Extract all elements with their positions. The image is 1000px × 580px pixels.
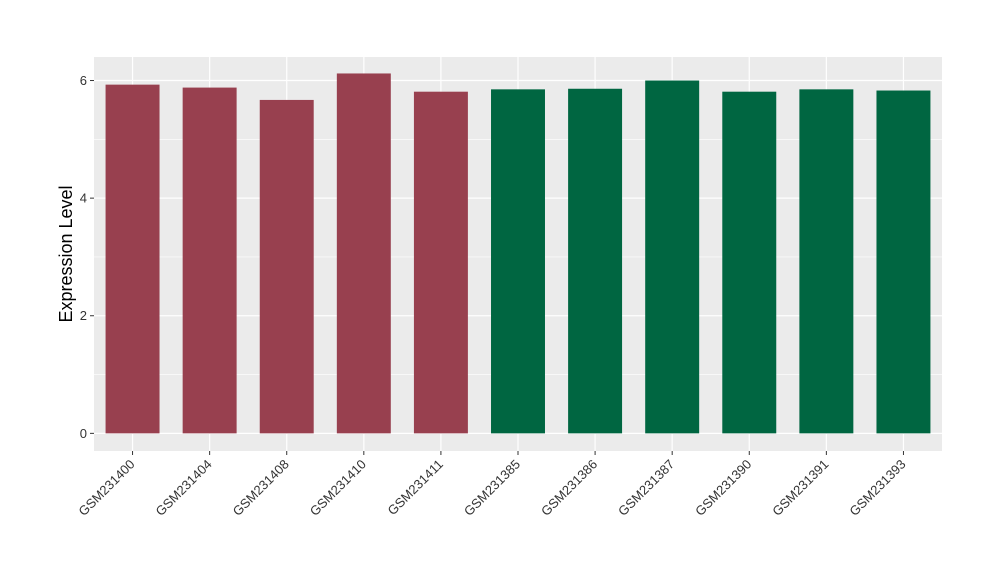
x-tick-label: GSM231385 [461, 457, 523, 519]
x-tick-label: GSM231410 [307, 457, 369, 519]
x-tick-label: GSM231387 [615, 457, 677, 519]
bar-GSM231393 [876, 90, 931, 434]
bar-GSM231386 [568, 88, 623, 434]
bar-GSM231391 [799, 89, 854, 434]
x-tick-label: GSM231400 [75, 457, 137, 519]
x-tick-label: GSM231408 [230, 457, 292, 519]
y-axis: 0 2 4 6 [80, 73, 94, 441]
y-tick-label: 4 [80, 191, 87, 206]
x-tick-label: GSM231411 [384, 457, 446, 519]
y-tick-label: 2 [80, 308, 87, 323]
bar-GSM231404 [182, 87, 237, 434]
bar-GSM231387 [645, 80, 700, 434]
y-tick-label: 6 [80, 73, 87, 88]
bar-GSM231408 [259, 99, 314, 434]
x-tick-label: GSM231404 [153, 457, 215, 519]
bar-GSM231390 [722, 91, 777, 434]
y-axis-title: Expression Level [56, 185, 76, 322]
x-axis: GSM231400 GSM231404 GSM231408 GSM231410 GSM2… [75, 451, 909, 519]
bars [105, 73, 931, 434]
bar-GSM231411 [413, 91, 468, 434]
y-tick-label: 0 [80, 426, 87, 441]
x-tick-label: GSM231386 [538, 457, 600, 519]
x-tick-label: GSM231390 [692, 457, 754, 519]
bar-GSM231385 [491, 89, 545, 434]
x-tick-label: GSM231391 [769, 457, 831, 519]
bar-GSM231410 [336, 73, 391, 434]
bar-GSM231400 [105, 84, 160, 434]
x-tick-label: GSM231393 [846, 457, 908, 519]
